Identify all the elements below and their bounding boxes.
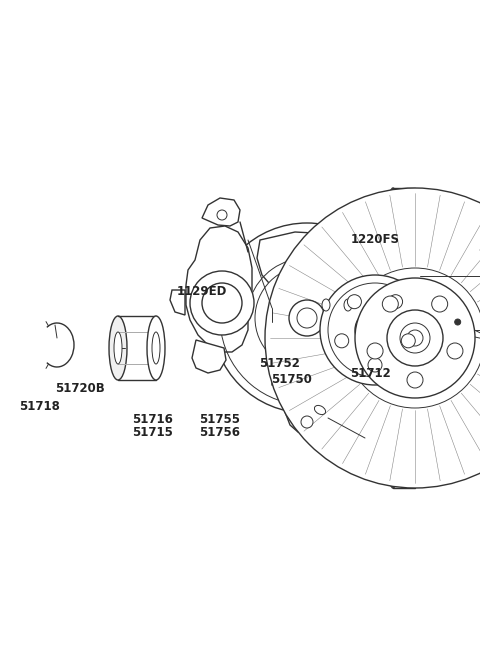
Circle shape — [389, 295, 403, 309]
Ellipse shape — [344, 299, 352, 311]
Circle shape — [355, 278, 475, 398]
Circle shape — [212, 223, 402, 413]
Circle shape — [387, 310, 443, 366]
Circle shape — [301, 416, 313, 428]
Circle shape — [407, 372, 423, 388]
Circle shape — [368, 358, 382, 372]
Text: 1220FS: 1220FS — [350, 233, 399, 246]
Circle shape — [217, 210, 227, 220]
Ellipse shape — [381, 276, 405, 400]
Ellipse shape — [345, 275, 365, 385]
Circle shape — [348, 295, 361, 309]
Circle shape — [400, 323, 430, 353]
Circle shape — [345, 268, 480, 408]
Text: 51716: 51716 — [132, 413, 173, 426]
Text: 51755: 51755 — [199, 413, 240, 426]
Circle shape — [320, 275, 430, 385]
Circle shape — [335, 334, 348, 348]
Polygon shape — [336, 292, 378, 350]
Ellipse shape — [147, 316, 165, 380]
Circle shape — [363, 318, 387, 342]
Ellipse shape — [381, 188, 405, 488]
Circle shape — [355, 310, 395, 350]
Ellipse shape — [314, 405, 325, 415]
Circle shape — [367, 343, 383, 359]
Circle shape — [369, 324, 381, 336]
Circle shape — [401, 334, 415, 348]
Polygon shape — [170, 290, 185, 315]
Polygon shape — [192, 340, 226, 373]
Circle shape — [382, 296, 398, 312]
Ellipse shape — [109, 316, 127, 380]
Text: 51715: 51715 — [132, 426, 173, 439]
Circle shape — [432, 296, 448, 312]
Polygon shape — [257, 232, 355, 302]
Polygon shape — [272, 362, 308, 390]
Circle shape — [297, 308, 317, 328]
Polygon shape — [270, 315, 308, 360]
Polygon shape — [118, 316, 156, 380]
Circle shape — [407, 330, 423, 346]
Ellipse shape — [152, 332, 160, 364]
Text: 51712: 51712 — [350, 367, 391, 380]
Polygon shape — [202, 198, 240, 226]
Polygon shape — [285, 412, 325, 432]
Polygon shape — [186, 226, 252, 352]
Text: 51750: 51750 — [271, 373, 312, 386]
Text: 51720B: 51720B — [55, 382, 105, 395]
Ellipse shape — [322, 299, 330, 311]
Text: 51752: 51752 — [259, 357, 300, 370]
Circle shape — [255, 266, 359, 370]
Text: 1129ED: 1129ED — [177, 285, 227, 298]
Text: 51756: 51756 — [199, 426, 240, 439]
Circle shape — [328, 283, 422, 377]
Circle shape — [202, 283, 242, 323]
Circle shape — [447, 343, 463, 359]
Circle shape — [190, 271, 254, 335]
Text: 51718: 51718 — [19, 400, 60, 413]
Circle shape — [265, 188, 480, 488]
Circle shape — [289, 300, 325, 336]
Ellipse shape — [455, 319, 461, 325]
Ellipse shape — [114, 332, 122, 364]
